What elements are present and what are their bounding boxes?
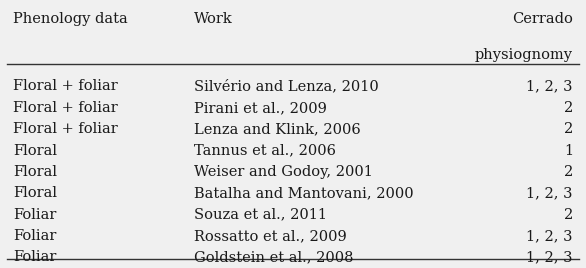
Text: Floral: Floral — [13, 186, 57, 200]
Text: Batalha and Mantovani, 2000: Batalha and Mantovani, 2000 — [194, 186, 414, 200]
Text: Floral: Floral — [13, 143, 57, 158]
Text: Lenza and Klink, 2006: Lenza and Klink, 2006 — [194, 122, 360, 136]
Text: 2: 2 — [564, 122, 573, 136]
Text: Foliar: Foliar — [13, 229, 56, 243]
Text: 1, 2, 3: 1, 2, 3 — [526, 229, 573, 243]
Text: Goldstein et al., 2008: Goldstein et al., 2008 — [194, 250, 353, 264]
Text: Weiser and Godoy, 2001: Weiser and Godoy, 2001 — [194, 165, 373, 179]
Text: Rossatto et al., 2009: Rossatto et al., 2009 — [194, 229, 346, 243]
Text: 1, 2, 3: 1, 2, 3 — [526, 186, 573, 200]
Text: Floral + foliar: Floral + foliar — [13, 122, 118, 136]
Text: 1, 2, 3: 1, 2, 3 — [526, 80, 573, 94]
Text: 2: 2 — [564, 101, 573, 115]
Text: Floral + foliar: Floral + foliar — [13, 80, 118, 94]
Text: Foliar: Foliar — [13, 250, 56, 264]
Text: 1, 2, 3: 1, 2, 3 — [526, 250, 573, 264]
Text: Foliar: Foliar — [13, 207, 56, 222]
Text: Floral: Floral — [13, 165, 57, 179]
Text: Phenology data: Phenology data — [13, 12, 128, 26]
Text: Tannus et al., 2006: Tannus et al., 2006 — [194, 143, 336, 158]
Text: Floral + foliar: Floral + foliar — [13, 101, 118, 115]
Text: Work: Work — [194, 12, 233, 26]
Text: Pirani et al., 2009: Pirani et al., 2009 — [194, 101, 327, 115]
Text: Cerrado: Cerrado — [512, 12, 573, 26]
Text: Silvério and Lenza, 2010: Silvério and Lenza, 2010 — [194, 80, 379, 94]
Text: 2: 2 — [564, 165, 573, 179]
Text: 2: 2 — [564, 207, 573, 222]
Text: Souza et al., 2011: Souza et al., 2011 — [194, 207, 327, 222]
Text: 1: 1 — [564, 143, 573, 158]
Text: physiognomy: physiognomy — [475, 48, 573, 62]
